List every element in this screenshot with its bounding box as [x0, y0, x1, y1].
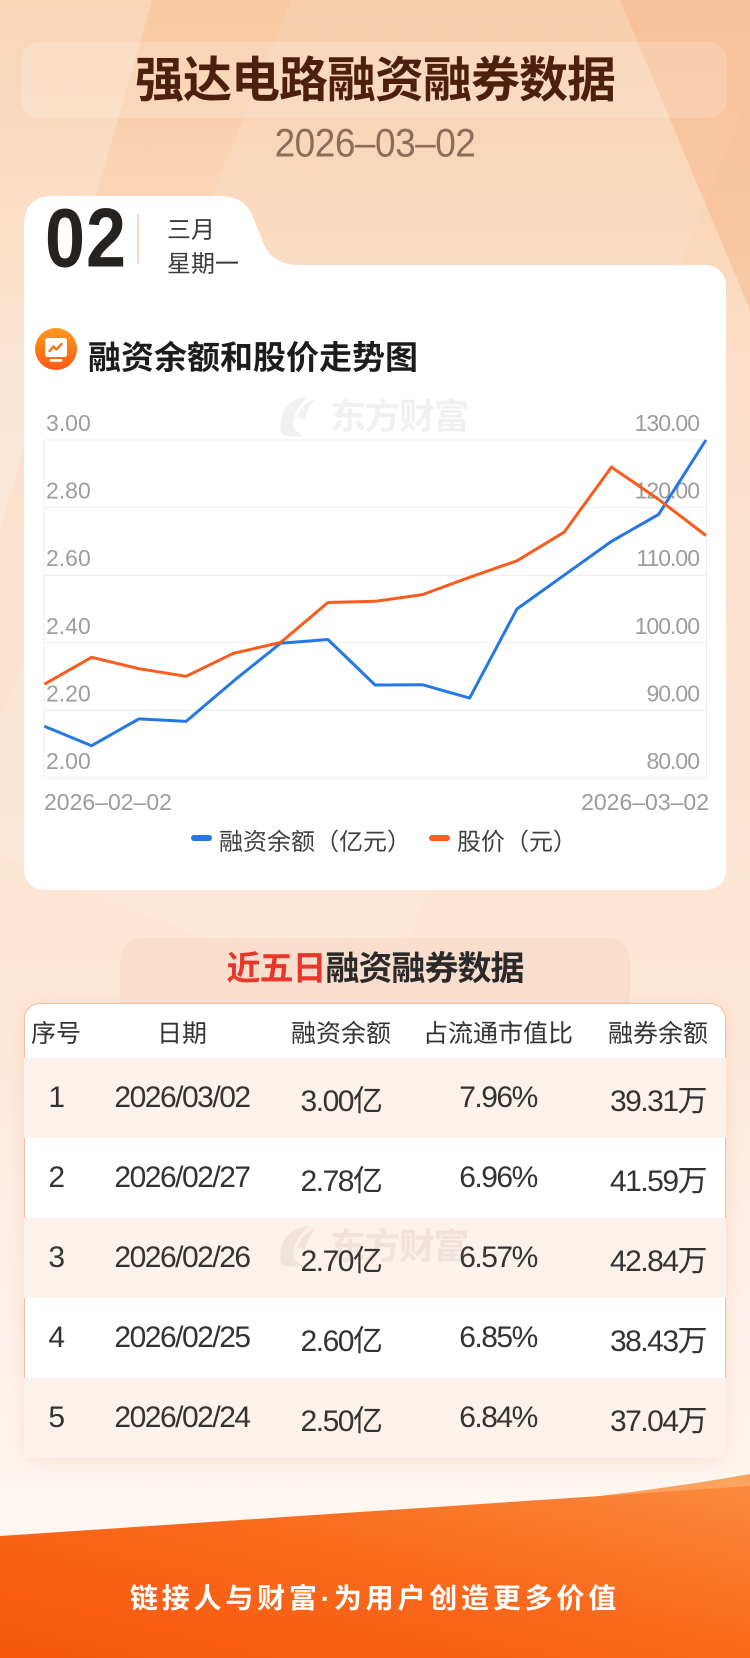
svg-text:3.00: 3.00	[46, 410, 91, 436]
svg-text:股价（元）: 股价（元）	[457, 829, 577, 856]
svg-text:东方财富: 东方财富	[330, 1218, 468, 1270]
svg-text:2.40: 2.40	[46, 613, 91, 639]
svg-text:100.00: 100.00	[635, 613, 700, 639]
svg-text:2.60: 2.60	[46, 545, 91, 571]
svg-text:2.00: 2.00	[46, 748, 91, 774]
svg-text:80.00: 80.00	[646, 748, 699, 774]
svg-text:110.00: 110.00	[636, 545, 699, 571]
svg-text:2026–02–02: 2026–02–02	[44, 789, 172, 815]
svg-text:90.00: 90.00	[646, 680, 699, 706]
svg-text:130.00: 130.00	[635, 410, 700, 436]
svg-text:东方财富: 东方财富	[330, 388, 468, 440]
svg-text:2.80: 2.80	[46, 478, 91, 504]
svg-text:2026–03–02: 2026–03–02	[581, 789, 709, 815]
svg-text:2.20: 2.20	[46, 680, 91, 706]
svg-text:融资余额（亿元）: 融资余额（亿元）	[219, 829, 411, 856]
